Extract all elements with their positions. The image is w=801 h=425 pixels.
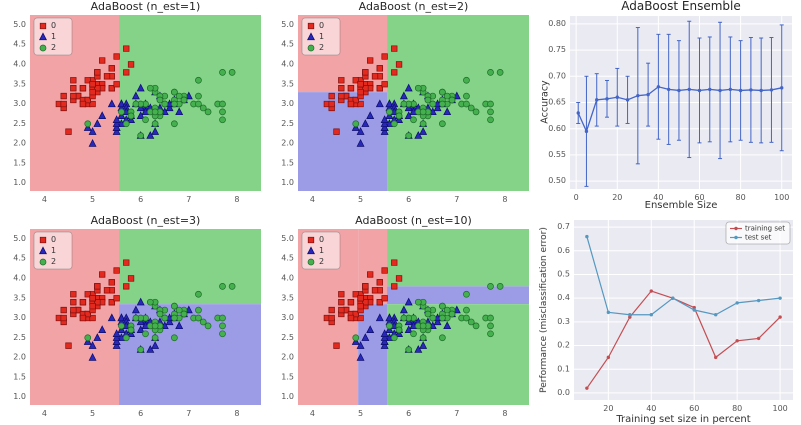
performance-x-axis-label: Training set size in percent: [616, 414, 751, 425]
subplot-performance: Performance (misclassification error) Tr…: [536, 214, 801, 425]
subplot-ensemble-title: AdaBoost Ensemble: [621, 0, 741, 13]
subplot-nest2-canvas: [268, 13, 536, 211]
subplot-nest10-title: AdaBoost (n_est=10): [355, 214, 472, 227]
subplot-nest3-canvas: [0, 227, 268, 425]
ensemble-y-axis-label: Accuracy: [539, 80, 551, 124]
subplot-nest2-title: AdaBoost (n_est=2): [358, 0, 469, 13]
subplot-nest1-title: AdaBoost (n_est=1): [90, 0, 201, 13]
subplot-ensemble: AdaBoost Ensemble Accuracy Ensemble Size: [536, 0, 801, 211]
subplot-nest3-title: AdaBoost (n_est=3): [90, 214, 201, 227]
performance-y-axis-label: Performance (misclassification error): [539, 227, 549, 393]
subplot-nest1: AdaBoost (n_est=1): [0, 0, 268, 211]
subplot-nest10: AdaBoost (n_est=10): [268, 214, 536, 425]
subplot-nest2: AdaBoost (n_est=2): [268, 0, 536, 211]
subplot-nest1-canvas: [0, 13, 268, 211]
subplot-nest10-canvas: [268, 227, 536, 425]
ensemble-x-axis-label: Ensemble Size: [644, 200, 718, 211]
subplot-nest3: AdaBoost (n_est=3): [0, 214, 268, 425]
subplot-performance-canvas: [536, 214, 801, 425]
subplot-ensemble-canvas: [536, 13, 801, 211]
